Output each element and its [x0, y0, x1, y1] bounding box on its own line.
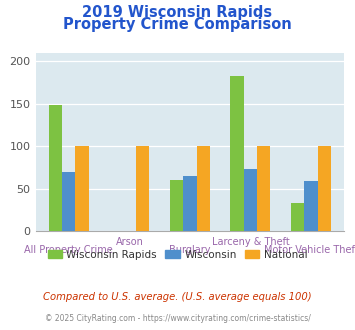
Bar — [62, 172, 76, 231]
Text: 2019 Wisconsin Rapids: 2019 Wisconsin Rapids — [82, 5, 273, 20]
Bar — [244, 169, 257, 231]
Bar — [136, 146, 149, 231]
Bar — [318, 146, 331, 231]
Bar — [304, 181, 318, 231]
Bar — [49, 105, 62, 231]
Bar — [230, 76, 244, 231]
Bar — [76, 146, 89, 231]
Bar — [170, 180, 183, 231]
Text: Burglary: Burglary — [169, 245, 211, 254]
Text: All Property Crime: All Property Crime — [24, 245, 113, 254]
Text: Arson: Arson — [115, 237, 143, 247]
Bar — [183, 176, 197, 231]
Text: Property Crime Comparison: Property Crime Comparison — [63, 16, 292, 31]
Text: © 2025 CityRating.com - https://www.cityrating.com/crime-statistics/: © 2025 CityRating.com - https://www.city… — [45, 314, 310, 323]
Text: Compared to U.S. average. (U.S. average equals 100): Compared to U.S. average. (U.S. average … — [43, 292, 312, 302]
Legend: Wisconsin Rapids, Wisconsin, National: Wisconsin Rapids, Wisconsin, National — [44, 246, 311, 264]
Bar — [291, 203, 304, 231]
Bar — [197, 146, 210, 231]
Text: Larceny & Theft: Larceny & Theft — [212, 237, 289, 247]
Bar — [257, 146, 271, 231]
Text: Motor Vehicle Theft: Motor Vehicle Theft — [264, 245, 355, 254]
